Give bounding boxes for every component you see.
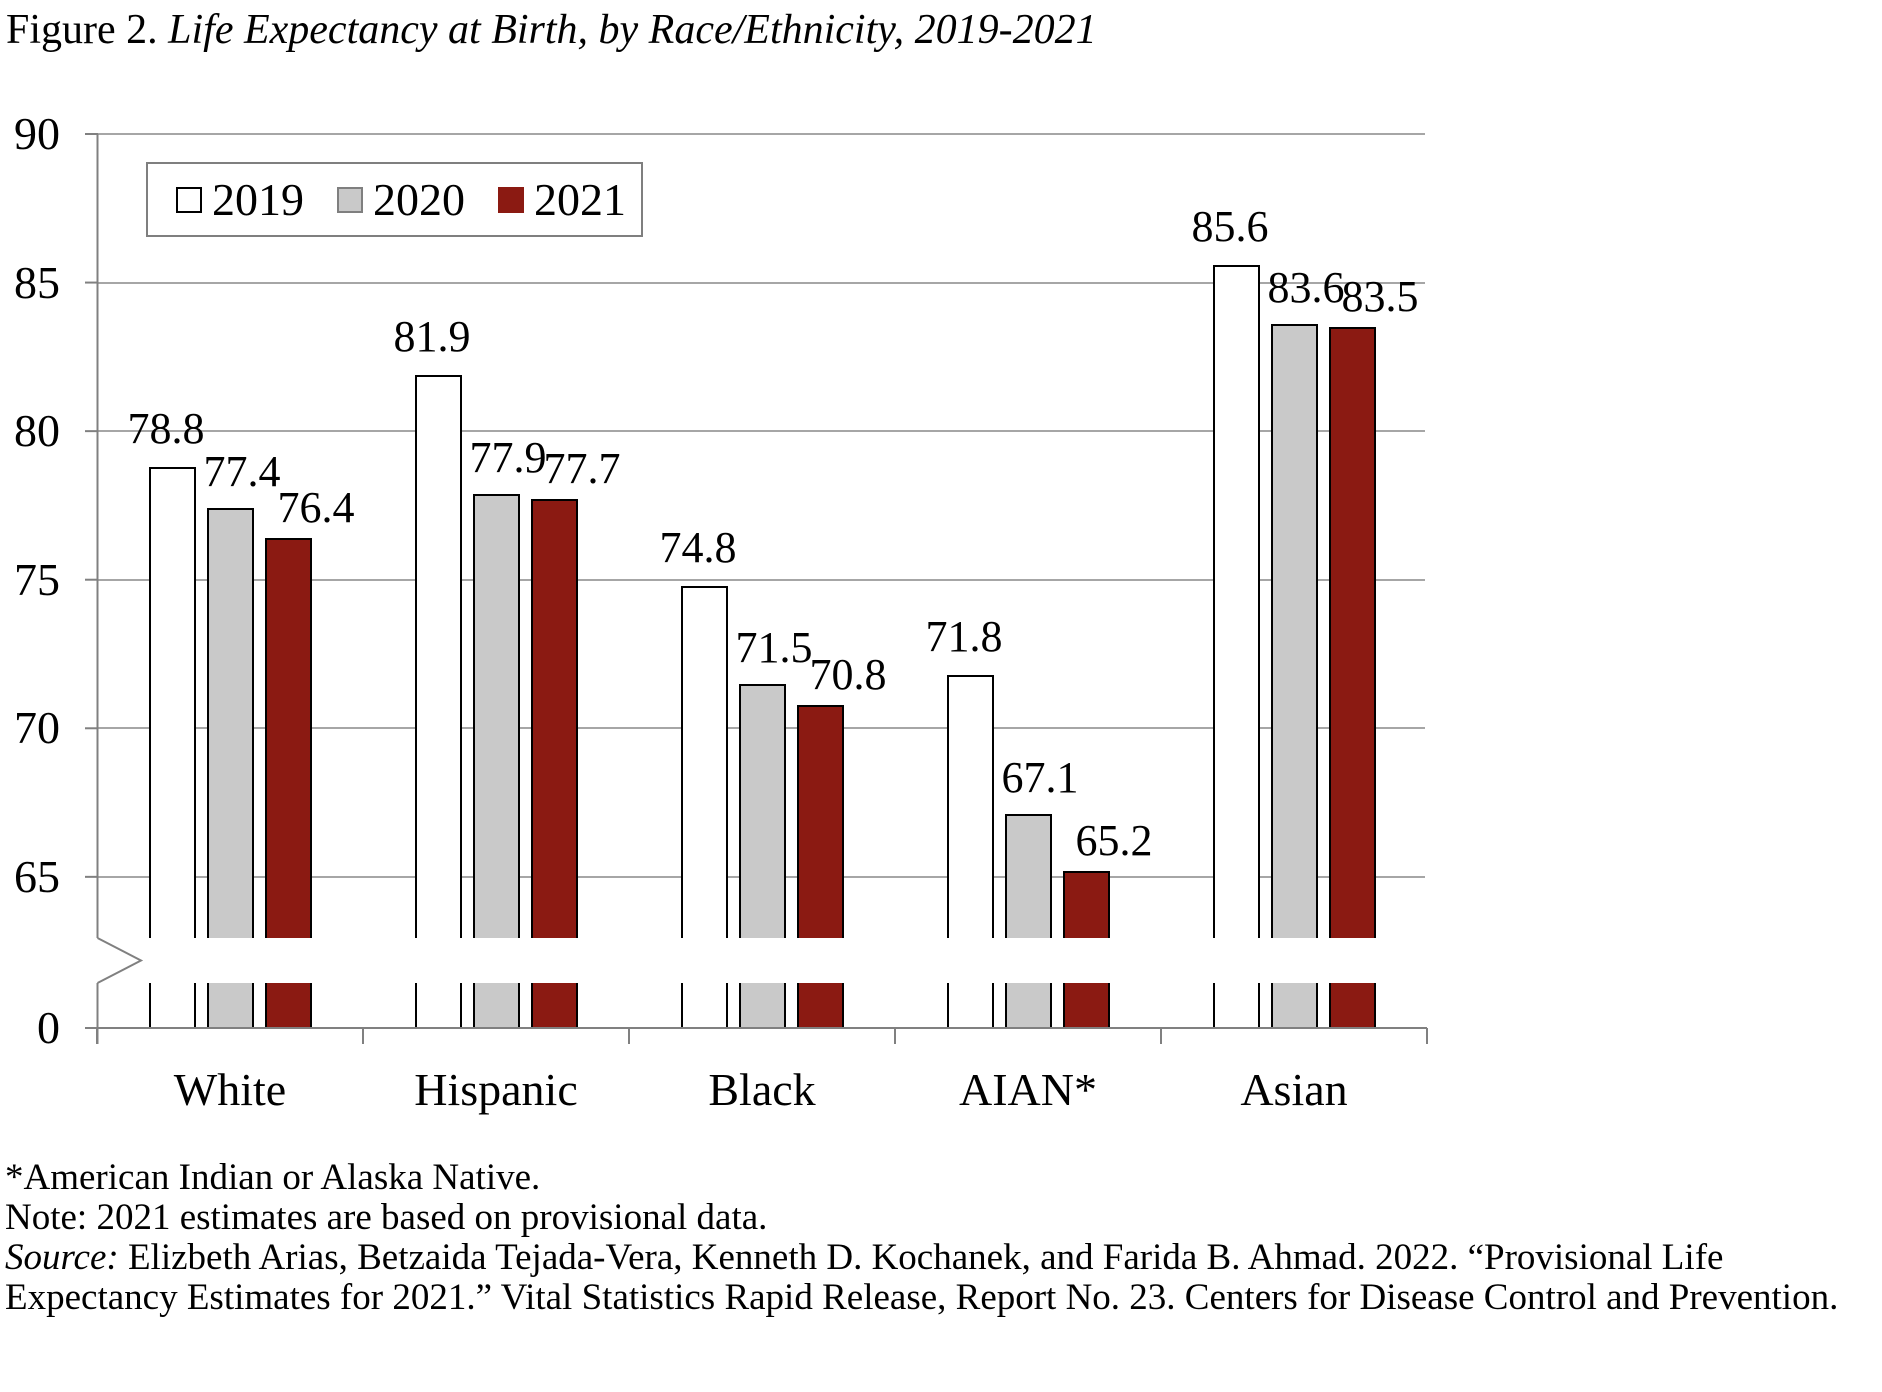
bar-2019-hispanic: [414, 374, 462, 1028]
gridline-85: [98, 281, 1425, 284]
value-label-2019-hispanic: 81.9: [393, 311, 471, 361]
value-label-2019-asian: 85.6: [1191, 201, 1269, 251]
gridline-75: [98, 578, 1425, 581]
axis-break-band: [99, 938, 1427, 983]
value-label-2021-hispanic: 77.7: [543, 444, 621, 494]
footnote-source: Source: Elizbeth Arias, Betzaida Tejada-…: [5, 1238, 1877, 1318]
footnote-source-label: Source:: [5, 1237, 119, 1278]
bar-2020-aian: [1004, 814, 1052, 1028]
figure-title: Figure 2. Life Expectancy at Birth, by R…: [6, 6, 1097, 54]
legend-swatch-2019: [176, 186, 202, 213]
chart-legend: 2019 2020 2021: [146, 162, 643, 237]
category-label-white: White: [173, 1064, 287, 1115]
footnote-note: Note: 2021 estimates are based on provis…: [5, 1197, 768, 1238]
y-axis-label-65: 65: [14, 850, 60, 902]
category-label-aian: AIAN*: [959, 1064, 1097, 1115]
y-axis-label-70: 70: [14, 702, 60, 754]
y-axis-label-85: 85: [14, 256, 60, 308]
value-label-2019-aian: 71.8: [925, 611, 1003, 661]
legend-item-2021: 2021: [498, 173, 626, 225]
value-label-2020-hispanic: 77.9: [469, 432, 547, 482]
bar-2019-white: [148, 466, 196, 1028]
value-label-2020-aian: 67.1: [1001, 753, 1079, 803]
footnote-source-text: Elizbeth Arias, Betzaida Tejada-Vera, Ke…: [5, 1237, 1839, 1318]
value-label-2020-white: 77.4: [203, 447, 281, 497]
bar-2019-asian: [1212, 264, 1260, 1028]
legend-item-2020: 2020: [337, 173, 465, 225]
footnote-asterisk: *American Indian or Alaska Native.: [5, 1157, 541, 1198]
value-label-2021-asian: 83.5: [1341, 272, 1419, 322]
legend-label-2020: 2020: [373, 173, 465, 225]
value-label-2019-black: 74.8: [659, 522, 737, 572]
figure-title-text: Life Expectancy at Birth, by Race/Ethnic…: [168, 7, 1097, 53]
bar-2021-asian: [1328, 327, 1376, 1028]
footnotes: *American Indian or Alaska Native. Note:…: [5, 1158, 1877, 1318]
category-label-black: Black: [708, 1064, 816, 1115]
value-label-2021-white: 76.4: [277, 483, 355, 533]
bar-2020-asian: [1270, 324, 1318, 1028]
y-axis-label-90: 90: [14, 108, 60, 159]
legend-item-2019: 2019: [176, 173, 304, 225]
figure-title-prefix: Figure 2.: [6, 7, 169, 53]
gridline-90: [98, 133, 1425, 135]
value-label-2020-black: 71.5: [735, 622, 813, 672]
value-label-2019-white: 78.8: [127, 403, 205, 453]
value-label-2020-asian: 83.6: [1267, 263, 1345, 313]
legend-swatch-2020: [337, 186, 363, 213]
category-label-asian: Asian: [1240, 1064, 1348, 1115]
value-label-2021-aian: 65.2: [1075, 815, 1153, 865]
value-label-2021-black: 70.8: [809, 649, 887, 699]
y-axis-label-75: 75: [14, 553, 60, 605]
y-axis-label-80: 80: [14, 405, 60, 457]
y-axis-label-0: 0: [37, 1002, 60, 1053]
category-label-hispanic: Hispanic: [414, 1064, 578, 1115]
gridline-80: [98, 430, 1425, 433]
legend-swatch-2021: [498, 186, 524, 213]
legend-label-2019: 2019: [212, 173, 304, 225]
legend-label-2021: 2021: [534, 173, 626, 225]
